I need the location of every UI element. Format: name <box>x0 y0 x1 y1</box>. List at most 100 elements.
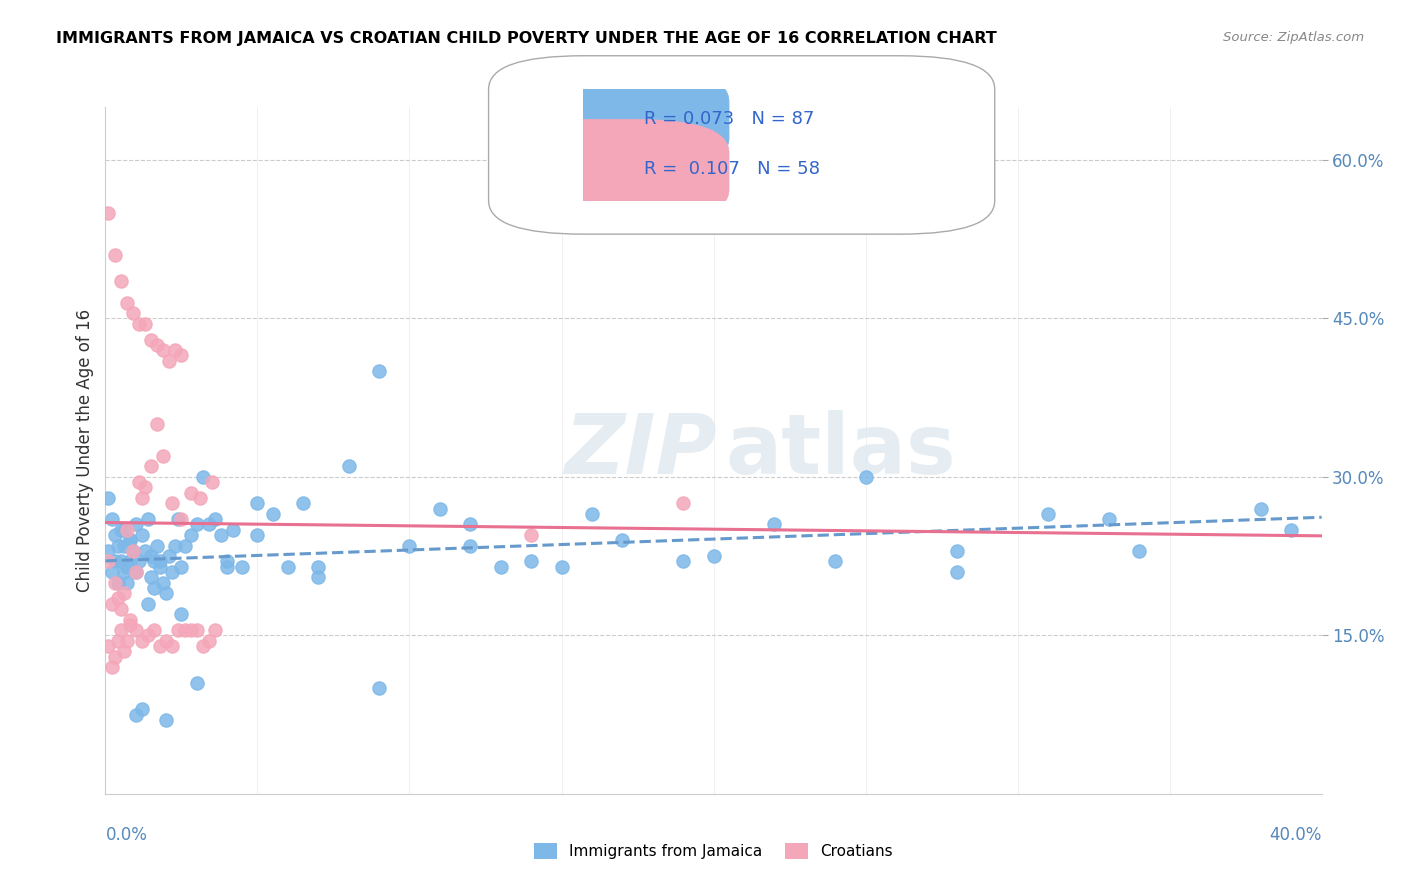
Point <box>170 512 193 526</box>
Point <box>581 507 603 521</box>
Point <box>262 507 284 521</box>
Point <box>155 713 177 727</box>
Point <box>131 491 153 505</box>
Point <box>139 549 162 563</box>
Point <box>246 496 269 510</box>
Point <box>231 559 253 574</box>
Point <box>149 559 172 574</box>
Point <box>458 539 481 553</box>
Point <box>110 274 132 288</box>
Point <box>186 517 208 532</box>
Point <box>155 633 177 648</box>
Text: 0.0%: 0.0% <box>105 826 148 844</box>
Point <box>134 317 156 331</box>
Point <box>136 597 159 611</box>
Point <box>217 554 239 568</box>
Point <box>100 565 122 579</box>
Point <box>131 702 153 716</box>
Point <box>550 559 572 574</box>
Point <box>146 338 169 352</box>
Legend: Immigrants from Jamaica, Croatians: Immigrants from Jamaica, Croatians <box>527 837 900 865</box>
Point <box>204 623 226 637</box>
Point <box>157 549 180 563</box>
Point <box>100 660 122 674</box>
Point <box>180 485 202 500</box>
Point <box>110 602 132 616</box>
Point <box>188 491 211 505</box>
Point <box>198 517 221 532</box>
Point <box>855 470 877 484</box>
Point <box>191 639 214 653</box>
Text: Source: ZipAtlas.com: Source: ZipAtlas.com <box>1223 31 1364 45</box>
Point <box>139 570 162 584</box>
Point <box>125 517 148 532</box>
Point <box>149 554 172 568</box>
Point <box>458 517 481 532</box>
Point <box>1036 507 1059 521</box>
Point <box>824 554 846 568</box>
Point <box>118 533 141 548</box>
Point <box>186 676 208 690</box>
Text: R = 0.073   N = 87: R = 0.073 N = 87 <box>644 111 814 128</box>
Point <box>520 528 543 542</box>
FancyBboxPatch shape <box>498 68 728 171</box>
Point <box>152 449 174 463</box>
Point <box>157 353 180 368</box>
Point <box>121 306 143 320</box>
Point <box>112 644 135 658</box>
Point <box>146 539 169 553</box>
Point <box>134 544 156 558</box>
Point <box>186 623 208 637</box>
Point <box>1279 523 1302 537</box>
Point <box>429 501 451 516</box>
Point <box>520 554 543 568</box>
Point <box>337 459 360 474</box>
Point <box>112 539 135 553</box>
Text: atlas: atlas <box>725 410 956 491</box>
Point <box>97 491 120 505</box>
Point <box>292 496 315 510</box>
Point <box>112 586 135 600</box>
Point <box>118 617 141 632</box>
Point <box>398 539 420 553</box>
Point <box>162 496 184 510</box>
Point <box>128 475 150 490</box>
Point <box>180 528 202 542</box>
Point <box>945 565 967 579</box>
Y-axis label: Child Poverty Under the Age of 16: Child Poverty Under the Age of 16 <box>76 309 94 592</box>
Point <box>763 517 786 532</box>
Point <box>107 539 129 553</box>
Point <box>139 459 162 474</box>
Text: R =  0.107   N = 58: R = 0.107 N = 58 <box>644 161 820 178</box>
Text: IMMIGRANTS FROM JAMAICA VS CROATIAN CHILD POVERTY UNDER THE AGE OF 16 CORRELATIO: IMMIGRANTS FROM JAMAICA VS CROATIAN CHIL… <box>56 31 997 46</box>
Point <box>277 559 299 574</box>
Point <box>173 623 195 637</box>
Point <box>115 633 138 648</box>
FancyBboxPatch shape <box>498 120 728 223</box>
Point <box>118 533 141 548</box>
Point <box>107 633 129 648</box>
Point <box>152 575 174 590</box>
Point <box>121 544 143 558</box>
Point <box>100 512 122 526</box>
Point <box>1098 512 1121 526</box>
Point <box>204 512 226 526</box>
Point <box>146 417 169 431</box>
Point <box>112 523 135 537</box>
Point <box>165 343 187 357</box>
Point <box>110 523 132 537</box>
Point <box>170 607 193 622</box>
Point <box>115 295 138 310</box>
Point <box>103 554 125 568</box>
Point <box>125 565 148 579</box>
Point <box>131 528 153 542</box>
Point <box>1128 544 1150 558</box>
Point <box>217 559 239 574</box>
Text: 40.0%: 40.0% <box>1270 826 1322 844</box>
Point <box>143 623 166 637</box>
Point <box>97 544 120 558</box>
FancyBboxPatch shape <box>489 55 995 234</box>
Point <box>672 496 695 510</box>
Point <box>103 248 125 262</box>
Point <box>107 575 129 590</box>
